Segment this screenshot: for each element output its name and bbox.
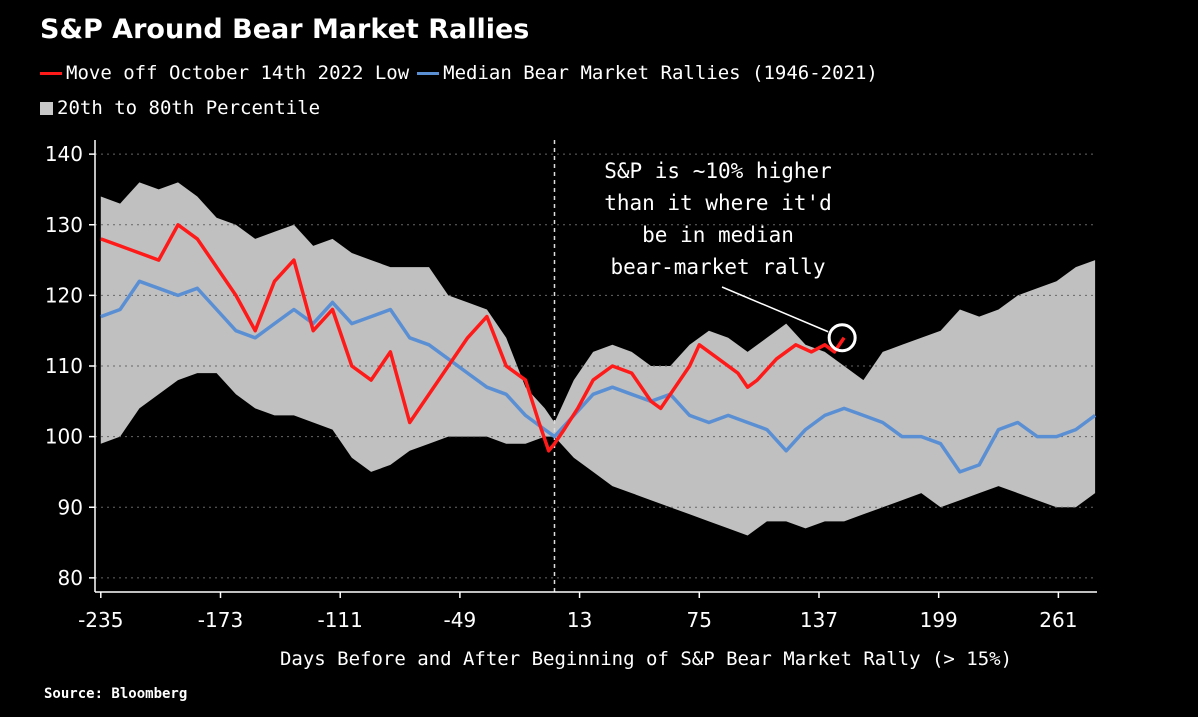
legend-item-blue: Median Bear Market Rallies (1946-2021)	[417, 62, 878, 84]
percentile-band	[100, 182, 1096, 536]
x-tick-label: 137	[800, 608, 838, 632]
legend-swatch-red	[40, 71, 62, 75]
x-axis-label: Days Before and After Beginning of S&P B…	[280, 648, 1012, 670]
legend-swatch-blue	[417, 71, 440, 75]
x-tick-label: 75	[687, 608, 712, 632]
x-tick-label: -173	[198, 608, 243, 632]
legend-item-red: Move off October 14th 2022 Low	[40, 62, 409, 84]
y-tick-label: 140	[45, 142, 83, 166]
x-tick-label: 199	[920, 608, 958, 632]
annotation-line: be in median	[642, 223, 794, 247]
x-tick-label: -235	[78, 608, 123, 632]
chart-title: S&P Around Bear Market Rallies	[40, 14, 530, 45]
annotation-line: bear-market rally	[611, 255, 826, 279]
legend-swatch-gray	[40, 101, 53, 115]
y-tick-label: 90	[58, 495, 83, 519]
annotation-line: S&P is ~10% higher	[604, 159, 832, 183]
y-tick-label: 120	[45, 283, 83, 307]
y-tick-label: 110	[45, 354, 83, 378]
legend-row-2: 20th to 80th Percentile	[40, 97, 328, 119]
legend-label-gray: 20th to 80th Percentile	[57, 97, 321, 119]
x-tick-label: -49	[444, 608, 477, 632]
red-series-line	[100, 223, 846, 453]
x-tick-label: 13	[567, 608, 592, 632]
y-tick-label: 100	[45, 425, 83, 449]
legend-label-red: Move off October 14th 2022 Low	[66, 62, 410, 84]
x-tick-label: 261	[1039, 608, 1077, 632]
annotation-leader	[721, 286, 829, 333]
y-tick-label: 130	[45, 213, 83, 237]
annotation-circle	[827, 323, 857, 353]
legend-item-gray: 20th to 80th Percentile	[40, 97, 320, 119]
legend-label-blue: Median Bear Market Rallies (1946-2021)	[443, 62, 878, 84]
blue-series-line	[100, 279, 1097, 474]
y-tick-label: 80	[58, 566, 83, 590]
annotation-line: than it where it'd	[604, 191, 832, 215]
legend-row-1: Move off October 14th 2022 Low Median Be…	[40, 62, 886, 84]
x-tick-label: -111	[317, 608, 362, 632]
source-note: Source: Bloomberg	[44, 686, 188, 702]
